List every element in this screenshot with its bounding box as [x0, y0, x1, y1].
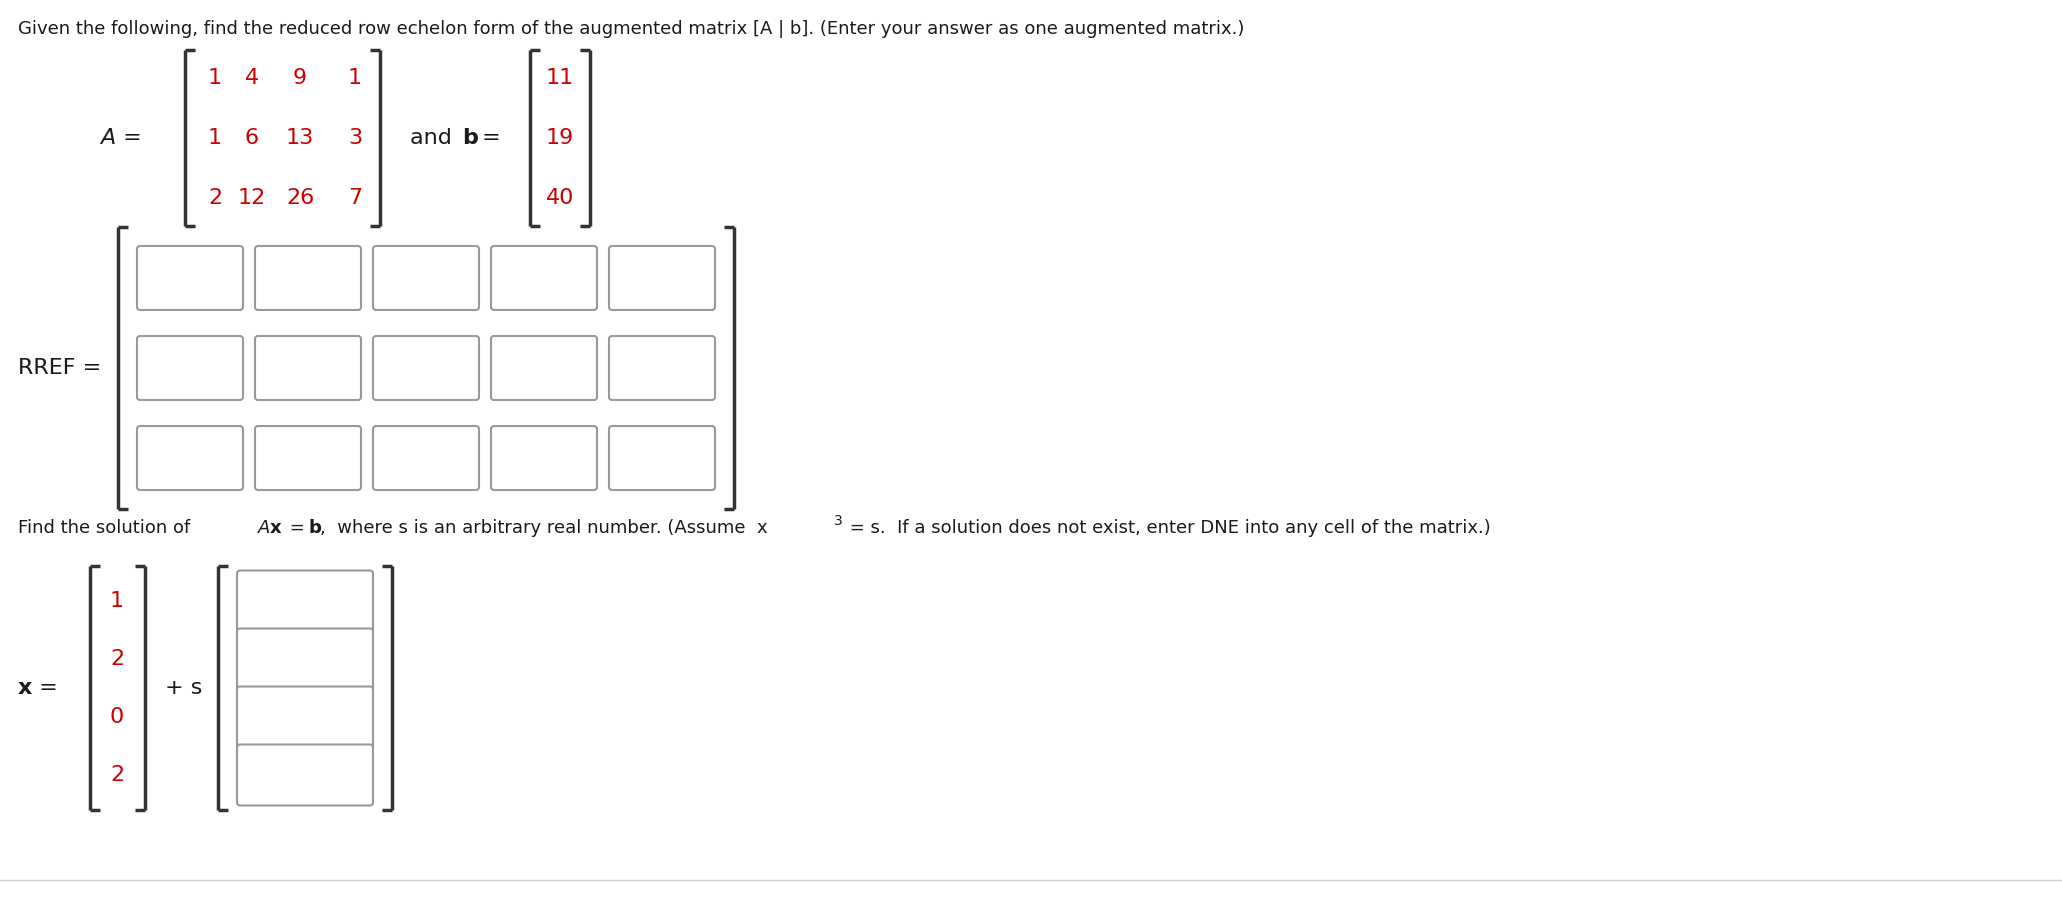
- FancyBboxPatch shape: [237, 686, 373, 747]
- Text: 1: 1: [348, 68, 363, 88]
- Text: 3: 3: [348, 128, 363, 148]
- Text: 2: 2: [109, 649, 124, 669]
- Text: A: A: [99, 128, 115, 148]
- FancyBboxPatch shape: [373, 426, 478, 490]
- Text: 11: 11: [546, 68, 573, 88]
- FancyBboxPatch shape: [256, 246, 361, 310]
- Text: Find the solution of: Find the solution of: [19, 519, 202, 537]
- Text: = s.  If a solution does not exist, enter DNE into any cell of the matrix.): = s. If a solution does not exist, enter…: [843, 519, 1491, 537]
- FancyBboxPatch shape: [608, 336, 716, 400]
- Text: Given the following, find the reduced row echelon form of the augmented matrix [: Given the following, find the reduced ro…: [19, 20, 1243, 38]
- Text: 1: 1: [208, 68, 223, 88]
- Text: =: =: [33, 678, 64, 698]
- Text: 19: 19: [546, 128, 573, 148]
- Text: 2: 2: [208, 188, 223, 208]
- Text: 2: 2: [109, 765, 124, 785]
- Text: 40: 40: [546, 188, 573, 208]
- FancyBboxPatch shape: [136, 426, 243, 490]
- FancyBboxPatch shape: [256, 426, 361, 490]
- FancyBboxPatch shape: [136, 336, 243, 400]
- Text: 12: 12: [237, 188, 266, 208]
- Text: =: =: [115, 128, 148, 148]
- Text: 26: 26: [287, 188, 313, 208]
- FancyBboxPatch shape: [491, 336, 598, 400]
- Text: + s: + s: [165, 678, 202, 698]
- FancyBboxPatch shape: [136, 246, 243, 310]
- FancyBboxPatch shape: [373, 246, 478, 310]
- Text: =: =: [474, 128, 507, 148]
- Text: 7: 7: [348, 188, 363, 208]
- Text: A: A: [258, 519, 270, 537]
- Text: and: and: [410, 128, 460, 148]
- Text: 3: 3: [833, 514, 843, 528]
- Text: ,  where s is an arbitrary real number. (Assume  x: , where s is an arbitrary real number. (…: [320, 519, 767, 537]
- Text: 4: 4: [245, 68, 260, 88]
- Text: =: =: [285, 519, 311, 537]
- Text: 9: 9: [293, 68, 307, 88]
- Text: b: b: [462, 128, 478, 148]
- FancyBboxPatch shape: [256, 336, 361, 400]
- Text: x: x: [270, 519, 282, 537]
- FancyBboxPatch shape: [608, 246, 716, 310]
- Text: RREF =: RREF =: [19, 358, 109, 378]
- Text: b: b: [307, 519, 322, 537]
- Text: 1: 1: [109, 591, 124, 611]
- Text: 1: 1: [208, 128, 223, 148]
- FancyBboxPatch shape: [237, 570, 373, 631]
- Text: 13: 13: [287, 128, 313, 148]
- FancyBboxPatch shape: [373, 336, 478, 400]
- Text: 6: 6: [245, 128, 260, 148]
- Text: 0: 0: [109, 707, 124, 727]
- FancyBboxPatch shape: [237, 629, 373, 690]
- FancyBboxPatch shape: [491, 426, 598, 490]
- FancyBboxPatch shape: [608, 426, 716, 490]
- FancyBboxPatch shape: [237, 744, 373, 806]
- FancyBboxPatch shape: [491, 246, 598, 310]
- Text: x: x: [19, 678, 33, 698]
